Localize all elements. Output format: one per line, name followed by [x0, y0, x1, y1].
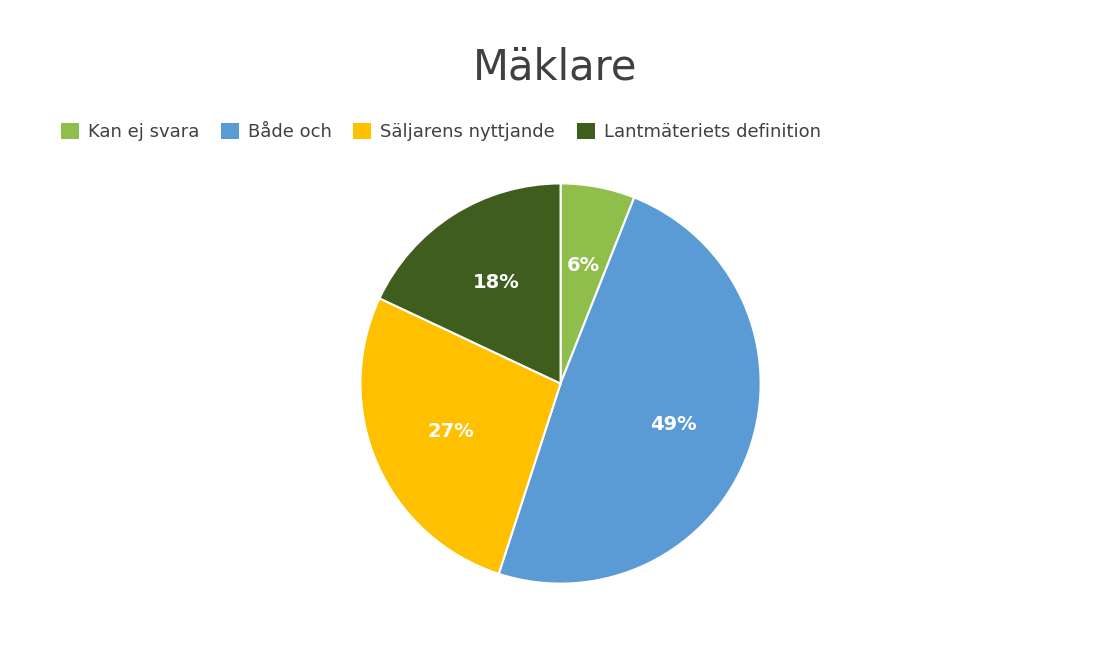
Text: 18%: 18%	[473, 273, 519, 291]
Legend: Kan ej svara, Både och, Säljarens nyttjande, Lantmäteriets definition: Kan ej svara, Både och, Säljarens nyttja…	[53, 116, 828, 149]
Text: 49%: 49%	[650, 415, 697, 434]
Wedge shape	[561, 183, 634, 384]
Wedge shape	[361, 298, 561, 574]
Wedge shape	[380, 183, 561, 384]
Text: Mäklare: Mäklare	[473, 47, 637, 89]
Text: 6%: 6%	[566, 256, 599, 275]
Wedge shape	[498, 197, 760, 584]
Text: 27%: 27%	[427, 422, 474, 441]
